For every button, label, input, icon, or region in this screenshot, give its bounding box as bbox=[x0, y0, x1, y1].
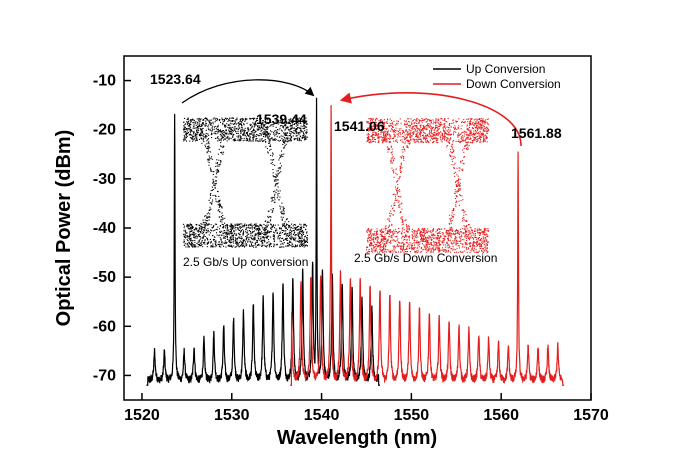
legend-label-up: Up Conversion bbox=[466, 62, 545, 76]
x-tick-label: 1570 bbox=[573, 407, 609, 424]
y-tick-label: -60 bbox=[93, 318, 116, 335]
y-tick-label: -50 bbox=[93, 269, 116, 286]
peak-label-1541-06: 1541.06 bbox=[334, 118, 385, 134]
x-tick-label: 1550 bbox=[394, 407, 430, 424]
legend-label-down: Down Conversion bbox=[466, 77, 561, 91]
series-line-up-conversion bbox=[146, 97, 380, 386]
peak-label-1561-88: 1561.88 bbox=[511, 125, 562, 141]
x-tick-label: 1560 bbox=[483, 407, 519, 424]
series-line-down-conversion bbox=[290, 105, 565, 386]
legend: Up Conversion Down Conversion bbox=[433, 62, 561, 91]
down-conversion-arrow bbox=[339, 92, 522, 147]
y-tick-label: -40 bbox=[93, 220, 116, 237]
up-conversion-arrow bbox=[181, 79, 315, 104]
peak-label-1539-44: 1539.44 bbox=[256, 111, 307, 127]
inset-label-down: 2.5 Gb/s Down Conversion bbox=[354, 251, 497, 265]
x-axis-title: Wavelength (nm) bbox=[277, 427, 437, 449]
x-tick-label: 1530 bbox=[214, 407, 250, 424]
y-tick-label: -10 bbox=[93, 73, 116, 90]
peak-label-1523-64: 1523.64 bbox=[150, 71, 201, 87]
x-axis: 1520 1530 1540 1550 1560 1570 bbox=[124, 393, 609, 424]
y-axis: -10 -20 -30 -40 -50 -60 -70 bbox=[93, 73, 131, 384]
y-tick-label: -20 bbox=[93, 122, 116, 139]
eye-diagram-down bbox=[366, 117, 490, 254]
x-tick-label: 1540 bbox=[304, 407, 340, 424]
y-tick-label: -30 bbox=[93, 171, 116, 188]
y-axis-title: Optical Power (dBm) bbox=[53, 130, 75, 327]
inset-label-up: 2.5 Gb/s Up conversion bbox=[183, 255, 308, 269]
y-tick-label: -70 bbox=[93, 367, 116, 384]
x-tick-label: 1520 bbox=[124, 407, 160, 424]
eye-diagram-up bbox=[183, 117, 309, 248]
